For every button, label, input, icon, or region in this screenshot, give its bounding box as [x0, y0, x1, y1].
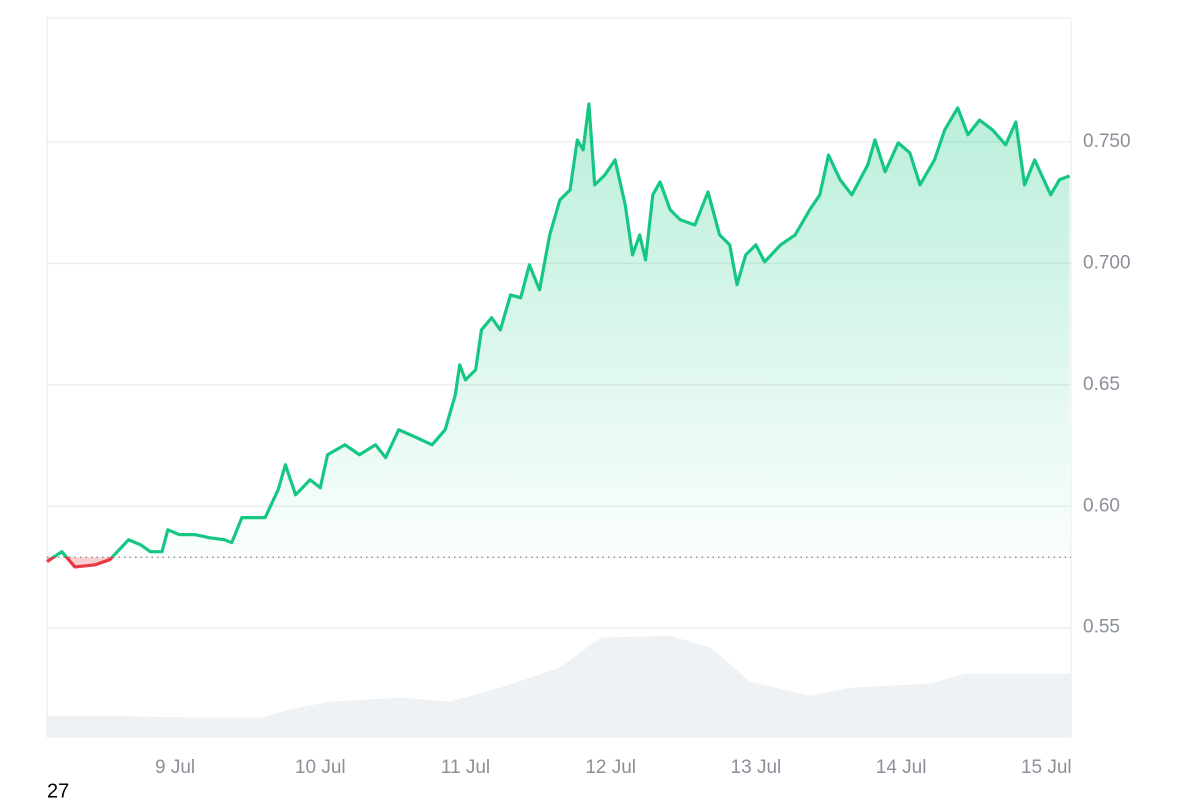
x-tick-label: 14 Jul [876, 757, 927, 778]
x-tick-label: 11 Jul [441, 757, 490, 778]
volume-area [47, 635, 1071, 737]
price-line [46, 102, 1071, 569]
y-tick-label: 0.700 [1083, 252, 1131, 273]
y-tick-label: 0.750 [1083, 131, 1131, 152]
y-tick-label: 0.55 [1083, 617, 1120, 638]
y-tick-label: 0.60 [1083, 495, 1120, 516]
y-tick-label: 0.65 [1083, 374, 1120, 395]
price-area [47, 103, 1070, 567]
footnote: 27 [47, 780, 69, 800]
x-tick-label: 9 Jul [155, 757, 195, 778]
x-tick-label: 12 Jul [585, 757, 636, 778]
x-tick-label: 13 Jul [731, 757, 782, 778]
x-tick-label: 10 Jul [295, 757, 346, 778]
x-tick-label: 15 Jul [1021, 757, 1072, 778]
